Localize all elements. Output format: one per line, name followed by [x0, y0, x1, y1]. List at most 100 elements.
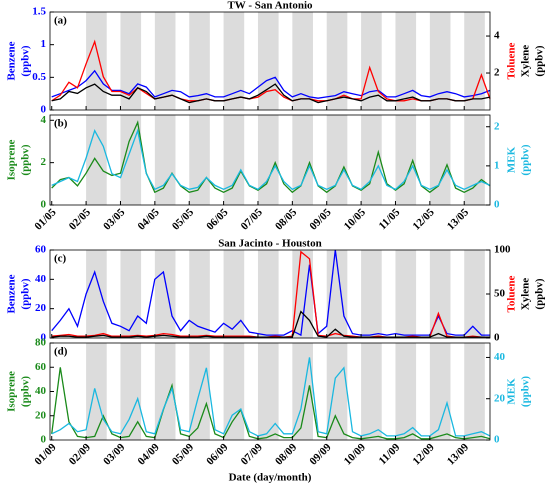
night-band	[223, 12, 245, 110]
night-band	[120, 250, 142, 338]
y-tick-label: 1	[41, 38, 47, 50]
x-tick-label: 02/05	[67, 206, 94, 233]
x-tick-label: 08/09	[273, 441, 300, 468]
y2-axis-label: (ppbv)	[534, 278, 546, 310]
plot-frame	[49, 114, 491, 206]
night-band	[395, 115, 417, 205]
y-axis-label: (ppbv)	[20, 376, 32, 408]
y2-tick-label: 2	[494, 120, 500, 132]
y2-axis-label: (ppbv)	[520, 144, 532, 176]
y2-axis-label: MEK	[506, 378, 518, 405]
y2-axis-label: (ppbv)	[534, 45, 546, 77]
panel-label: (a)	[54, 15, 67, 27]
y-axis-label: (ppbv)	[20, 144, 32, 176]
night-band	[395, 250, 417, 338]
x-axis-label: Date (day/month)	[229, 472, 312, 484]
y-tick-label: 80	[35, 337, 47, 349]
y-tick-label: 2	[41, 156, 47, 168]
night-band	[429, 12, 451, 110]
x-tick-label: 02/09	[67, 441, 94, 468]
y-axis-label: Benzene	[6, 274, 18, 313]
night-band	[189, 12, 210, 110]
x-tick-label: 10/05	[342, 206, 369, 233]
y-axis-label: Isoprene	[6, 371, 18, 412]
y2-axis-label: Toluene	[506, 275, 518, 312]
y-tick-label: 60	[35, 244, 47, 256]
y-tick-label: 4	[41, 114, 47, 126]
x-tick-label: 07/09	[239, 441, 266, 468]
series-line	[51, 39, 491, 102]
night-band	[86, 12, 107, 110]
x-tick-label: 06/09	[204, 441, 231, 468]
y2-tick-label: 0	[494, 199, 500, 211]
x-tick-label: 05/09	[170, 441, 197, 468]
series-line	[51, 128, 491, 191]
night-band	[189, 115, 210, 205]
y2-tick-label: 4	[494, 30, 500, 42]
x-tick-label: 11/05	[377, 206, 403, 232]
night-band	[86, 250, 107, 338]
night-band	[326, 343, 348, 440]
night-band	[257, 115, 279, 205]
y2-axis-label: Xylene	[520, 278, 532, 311]
panel-label: (c)	[54, 253, 67, 265]
x-tick-label: 06/05	[204, 206, 231, 233]
x-tick-label: 04/05	[136, 206, 163, 233]
x-tick-label: 10/09	[342, 441, 369, 468]
panel-label: (b)	[54, 118, 68, 130]
y-tick-label: 20	[35, 302, 47, 314]
night-band	[154, 343, 176, 440]
y2-tick-label: 0	[494, 332, 500, 344]
x-tick-label: 01/09	[32, 441, 59, 468]
night-band	[189, 250, 210, 338]
y-tick-label: 1.5	[32, 6, 46, 18]
x-tick-label: 03/05	[101, 206, 128, 233]
night-band	[223, 115, 245, 205]
series-line	[51, 83, 491, 104]
night-band	[154, 115, 176, 205]
night-band	[223, 250, 245, 338]
night-band	[257, 343, 279, 440]
y-axis-label: (ppbv)	[20, 45, 32, 77]
y2-axis-label: (ppbv)	[520, 376, 532, 408]
series-line	[51, 249, 490, 337]
y-axis-label: Benzene	[6, 41, 18, 80]
night-band	[361, 343, 382, 440]
y2-tick-label: 2	[494, 67, 500, 79]
night-band	[395, 12, 417, 110]
chart-title: San Jacinto - Houston	[218, 238, 322, 250]
night-band	[326, 250, 348, 338]
x-tick-label: 13/09	[445, 441, 472, 468]
y-tick-label: 0	[41, 104, 47, 116]
series-line	[51, 357, 491, 437]
night-band	[120, 115, 142, 205]
y-tick-label: 40	[35, 273, 47, 285]
y2-tick-label: 1	[494, 159, 500, 171]
x-tick-label: 05/05	[170, 206, 197, 233]
x-tick-label: 11/09	[377, 441, 403, 467]
y-tick-label: 60	[35, 361, 47, 373]
series-line	[51, 367, 491, 440]
x-tick-label: 09/05	[307, 206, 334, 233]
x-tick-label: 12/09	[411, 441, 438, 468]
series-line	[51, 69, 491, 99]
y-tick-label: 0.5	[32, 71, 46, 83]
y-axis-label: Isoprene	[6, 140, 18, 181]
y2-tick-label: 20	[494, 392, 506, 404]
chart-title: TW - San Antonio	[227, 0, 313, 12]
x-tick-label: 03/09	[101, 441, 128, 468]
y2-axis-label: Toluene	[506, 42, 518, 79]
y2-tick-label: 40	[494, 351, 506, 363]
night-band	[464, 12, 485, 110]
night-band	[395, 343, 417, 440]
night-band	[154, 12, 176, 110]
series-line	[51, 310, 490, 338]
night-band	[223, 343, 245, 440]
x-tick-label: 08/05	[273, 206, 300, 233]
night-band	[429, 250, 451, 338]
plot-frame	[49, 11, 491, 111]
y2-tick-label: 100	[494, 244, 511, 256]
night-band	[120, 343, 142, 440]
night-band	[326, 12, 348, 110]
